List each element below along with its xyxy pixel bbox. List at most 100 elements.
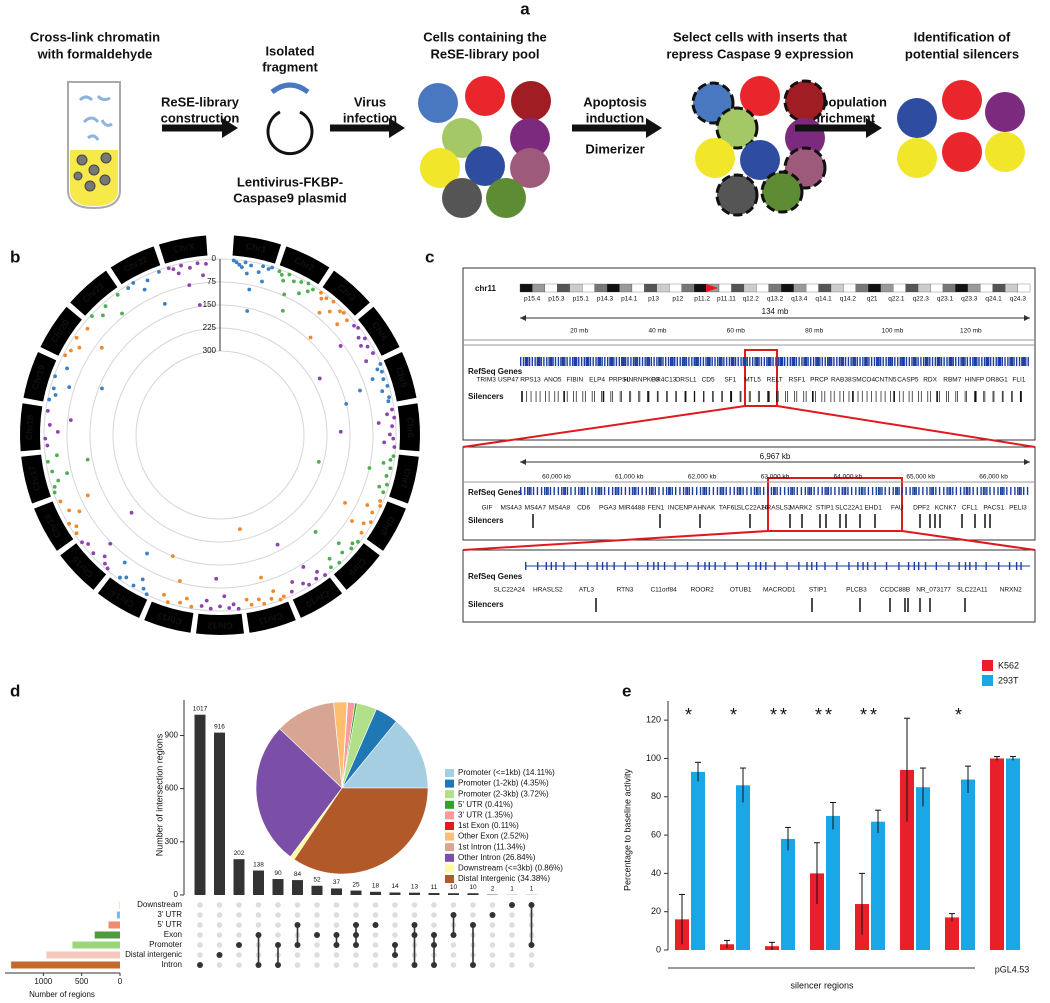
data-point: [390, 424, 394, 429]
bar: [350, 890, 362, 895]
gene-label: SMCO4: [852, 377, 876, 384]
value-label: 37: [333, 879, 341, 886]
x-tick-label: 500: [75, 977, 89, 986]
gene-density: [679, 487, 681, 495]
ideogram-band: [992, 283, 1006, 293]
gene-density: [609, 357, 611, 366]
gene-density: [553, 487, 555, 495]
step-text: enrichment: [805, 110, 876, 125]
matrix-dot: [509, 952, 515, 958]
span-arrow: [520, 315, 526, 321]
gene-density: [1008, 562, 1011, 570]
bar: [1006, 758, 1020, 950]
bar: [826, 815, 840, 950]
gene-density: [670, 357, 672, 366]
gene-density: [859, 357, 861, 366]
matrix-dot: [411, 902, 418, 908]
gene-density: [777, 357, 780, 366]
gene-density: [1001, 487, 1003, 495]
legend-swatch: [445, 832, 454, 841]
chromosome-segment: [389, 454, 419, 504]
gene-density: [730, 357, 733, 366]
gene-density: [526, 487, 529, 495]
y-tick-label: 600: [165, 784, 179, 793]
data-point: [53, 393, 58, 397]
gene-density: [913, 487, 916, 495]
cell: [740, 76, 780, 116]
data-point: [388, 458, 393, 462]
data-point: [392, 445, 397, 449]
band-label: q13.4: [791, 296, 808, 303]
panel-label: d: [10, 681, 20, 700]
matrix-dot: [392, 922, 398, 928]
gene-density: [862, 487, 864, 495]
gene-density: [550, 357, 553, 366]
value-label: 1: [510, 886, 514, 893]
gene-density: [901, 357, 903, 366]
gene-density: [720, 357, 722, 366]
gene-density: [716, 487, 719, 495]
data-point: [340, 550, 345, 555]
gene-label: FEN1: [648, 505, 665, 512]
gene-density: [1017, 487, 1019, 495]
data-point: [319, 290, 323, 295]
gene-density: [647, 562, 649, 570]
data-point: [385, 482, 389, 487]
gene-density: [1004, 357, 1006, 366]
chromosome-segment: [246, 601, 296, 633]
bar: [116, 911, 120, 919]
data-point: [387, 432, 392, 437]
gene-density: [775, 357, 777, 366]
gene-density: [871, 487, 874, 495]
x-tick-label: 1000: [34, 977, 52, 986]
matrix-dot: [294, 912, 301, 918]
gene-density: [817, 357, 819, 366]
gene-density: [798, 562, 800, 570]
legend-swatch: [445, 811, 454, 820]
gene-density: [920, 357, 922, 366]
cell: [510, 148, 550, 188]
data-point: [162, 301, 167, 306]
step-text: Cross-link chromatin: [30, 29, 160, 44]
gene-density: [561, 487, 563, 495]
gene-density: [557, 357, 560, 366]
gene-density: [549, 487, 552, 495]
matrix-dot-active: [314, 932, 320, 938]
matrix-dot: [353, 902, 359, 908]
legend-swatch: [445, 853, 454, 862]
gene-density: [691, 487, 694, 495]
gene-density: [731, 357, 734, 366]
chromosome-segment: [60, 543, 107, 590]
data-point: [46, 459, 50, 464]
data-point: [67, 508, 72, 513]
data-point: [102, 561, 107, 566]
gene-density: [1006, 487, 1008, 495]
gene-density: [940, 357, 943, 366]
gene-density: [806, 562, 808, 570]
matrix-dot: [353, 962, 359, 968]
gene-density: [669, 487, 671, 495]
set-label: 3' UTR: [157, 910, 182, 919]
gene-density: [557, 487, 560, 495]
band-label: q24.3: [1010, 296, 1027, 303]
gene-density: [998, 357, 1001, 366]
gene-density: [955, 357, 957, 366]
ideogram-band: [743, 283, 757, 293]
gene-density: [665, 487, 668, 495]
data-point: [275, 542, 280, 547]
data-point: [102, 554, 107, 559]
ideogram-band: [955, 283, 968, 293]
gene-density: [628, 487, 631, 495]
gene-density: [564, 357, 566, 366]
legend-label: 1st Intron (11.34%): [458, 842, 526, 851]
gene-density: [644, 357, 646, 366]
gene-label: PLCB3: [846, 587, 867, 594]
bar: [94, 931, 120, 939]
data-point: [47, 423, 52, 427]
ideogram-band: [781, 283, 794, 293]
data-point: [85, 326, 90, 331]
bar: [46, 951, 120, 959]
gene-density: [957, 357, 960, 366]
legend-swatch: [982, 660, 993, 671]
legend-swatch: [445, 790, 454, 799]
